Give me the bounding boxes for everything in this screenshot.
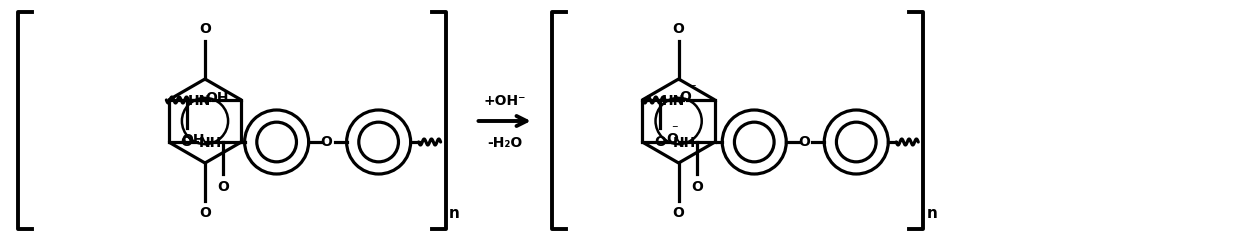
- Text: O: O: [680, 90, 691, 104]
- Text: ⁻: ⁻: [689, 82, 696, 95]
- Text: NH: NH: [198, 136, 222, 150]
- Text: O: O: [321, 135, 332, 149]
- Text: OH: OH: [206, 91, 229, 105]
- Text: NH: NH: [672, 136, 696, 150]
- Text: O: O: [799, 135, 810, 149]
- Text: O: O: [672, 206, 684, 220]
- Text: +OH⁻: +OH⁻: [484, 94, 526, 108]
- Text: O: O: [655, 135, 666, 149]
- Text: O: O: [200, 206, 211, 220]
- Text: -H₂O: -H₂O: [487, 136, 522, 150]
- Text: O: O: [666, 132, 678, 146]
- Text: n: n: [926, 206, 937, 221]
- Text: HN: HN: [662, 94, 684, 108]
- Text: ⁻: ⁻: [671, 123, 678, 136]
- Text: n: n: [449, 206, 460, 221]
- Text: OH: OH: [181, 133, 205, 147]
- Text: HN: HN: [188, 94, 211, 108]
- Text: O: O: [181, 135, 192, 149]
- Text: O: O: [691, 180, 703, 194]
- Text: O: O: [672, 22, 684, 36]
- Text: O: O: [200, 22, 211, 36]
- Text: O: O: [217, 180, 229, 194]
